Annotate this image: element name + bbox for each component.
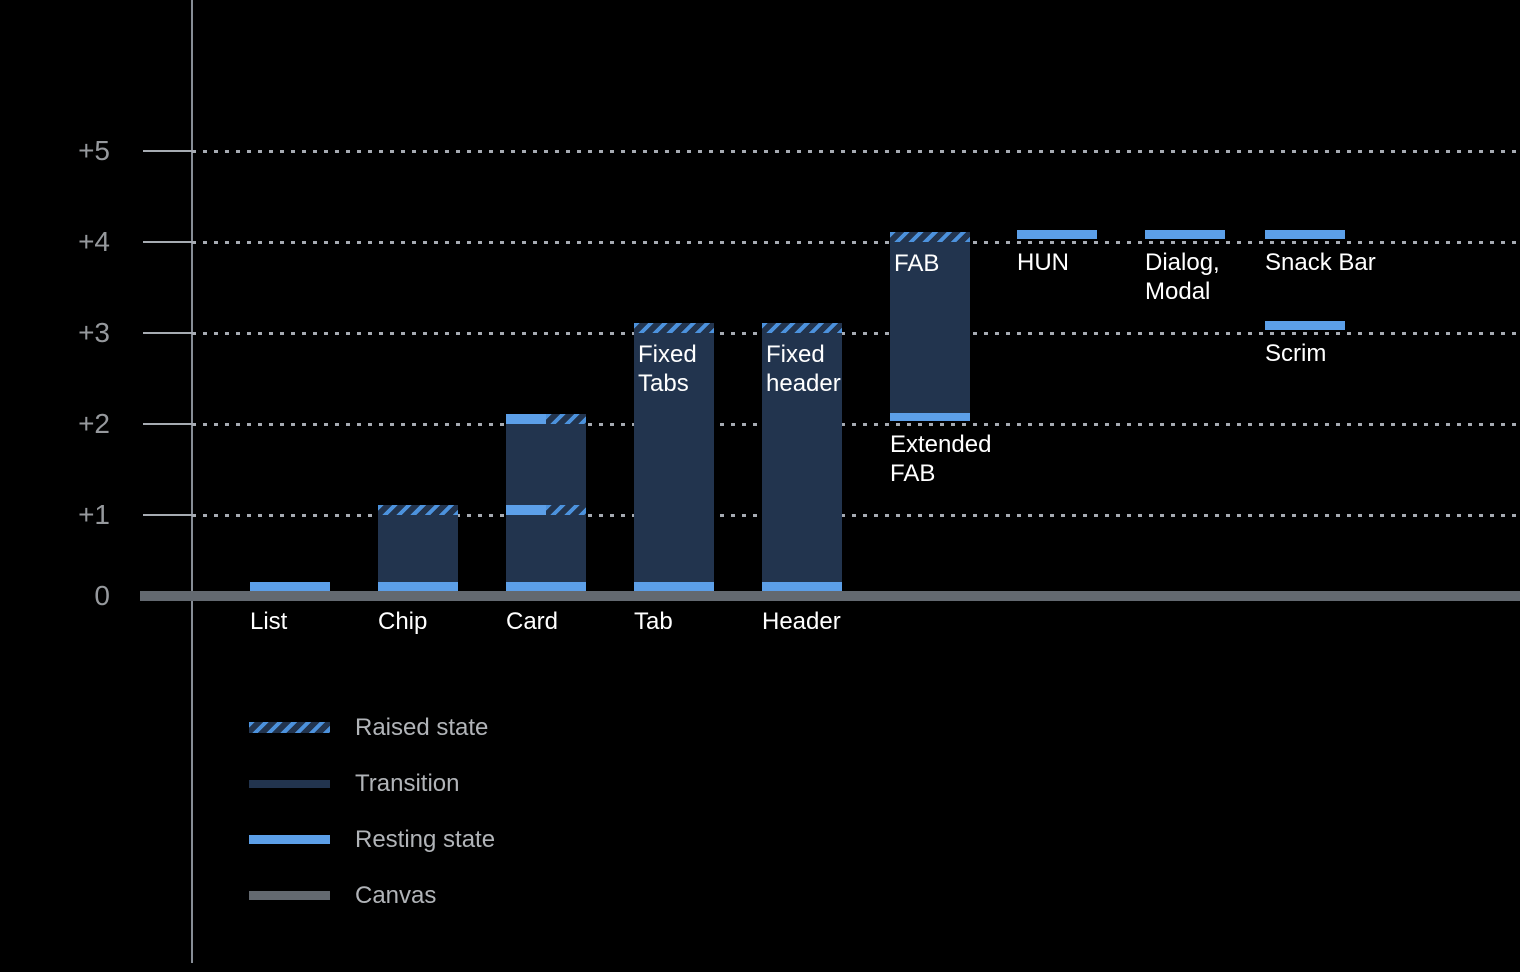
bar-segment-resting-snack-bar [1265,230,1345,239]
bar-segment-resting-chip [378,582,458,591]
gridline [192,332,1520,335]
bar-segment-resting-dialog-modal [1145,230,1225,239]
bar-below-label-dialog-modal: Dialog, Modal [1145,249,1220,305]
gridline [192,514,1520,517]
bar-below-label-scrim: Scrim [1265,340,1327,367]
y-tick-label: +5 [78,135,110,166]
bar-segment-resting-hun [1017,230,1097,239]
legend: Raised state Transition Resting state Ca… [249,713,495,910]
y-tick-label: +2 [78,408,110,439]
raised-state-swatch [249,722,330,733]
bar-axis-label-tab: Tab [634,608,673,635]
y-tick-label: 0 [94,580,110,611]
gridline [192,423,1520,426]
bar-segment-raised-extended-fab [890,232,970,242]
legend-item-transition: Transition [249,769,495,798]
y-tick-mark [143,150,192,152]
legend-label: Resting state [355,826,496,853]
legend-label: Raised state [355,714,489,741]
bar-segment-transition-chip [378,515,458,591]
resting-state-swatch [249,835,330,844]
bar-segment-resting-scrim [1265,321,1345,330]
y-tick-label: +1 [78,499,110,530]
bar-segment-transition-tab [634,333,714,591]
legend-item-raised-state: Raised state [249,713,495,742]
bar-axis-label-header: Header [762,608,841,635]
bar-axis-label-card: Card [506,608,559,635]
bar-segment-resting-card [506,414,546,424]
y-tick-mark [143,241,192,243]
canvas-line [140,591,1520,601]
bar-below-label-snack-bar: Snack Bar [1265,249,1376,276]
y-tick-mark [143,514,192,516]
y-tick-label: +3 [78,317,110,348]
bar-inside-label-header: Fixed header [766,341,841,397]
bar-segment-raised-card [546,505,586,515]
transition-swatch [249,779,330,788]
canvas-swatch [249,891,330,900]
bar-segment-resting-card [506,582,586,591]
bar-segment-transition-header [762,333,842,591]
bar-segment-resting-tab [634,582,714,591]
bar-axis-label-chip: Chip [378,608,428,635]
legend-label: Canvas [355,882,437,909]
bar-segment-raised-header [762,323,842,333]
y-tick-label: +4 [78,226,110,257]
y-axis-line [191,0,193,963]
bar-below-label-hun: HUN [1017,249,1069,276]
bar-inside-label-extended-fab: FAB [894,250,940,277]
y-tick-mark [143,332,192,334]
gridline [192,150,1520,153]
bar-segment-resting-list [250,582,330,591]
legend-label: Transition [355,770,460,797]
bar-segment-transition-extended-fab [890,242,970,421]
gridline [192,241,1520,244]
bar-segment-resting-card [506,505,546,515]
bar-segment-resting-header [762,582,842,591]
legend-item-resting-state: Resting state [249,825,495,854]
bar-below-label-extended-fab: Extended FAB [890,431,992,487]
bar-segment-raised-chip [378,505,458,515]
bar-segment-resting-extended-fab [890,413,970,421]
bar-inside-label-tab: Fixed Tabs [638,341,697,397]
bar-segment-raised-card [546,414,586,424]
legend-item-canvas: Canvas [249,881,495,910]
y-tick-mark [143,423,192,425]
bar-axis-label-list: List [250,608,288,635]
bar-segment-raised-tab [634,323,714,333]
